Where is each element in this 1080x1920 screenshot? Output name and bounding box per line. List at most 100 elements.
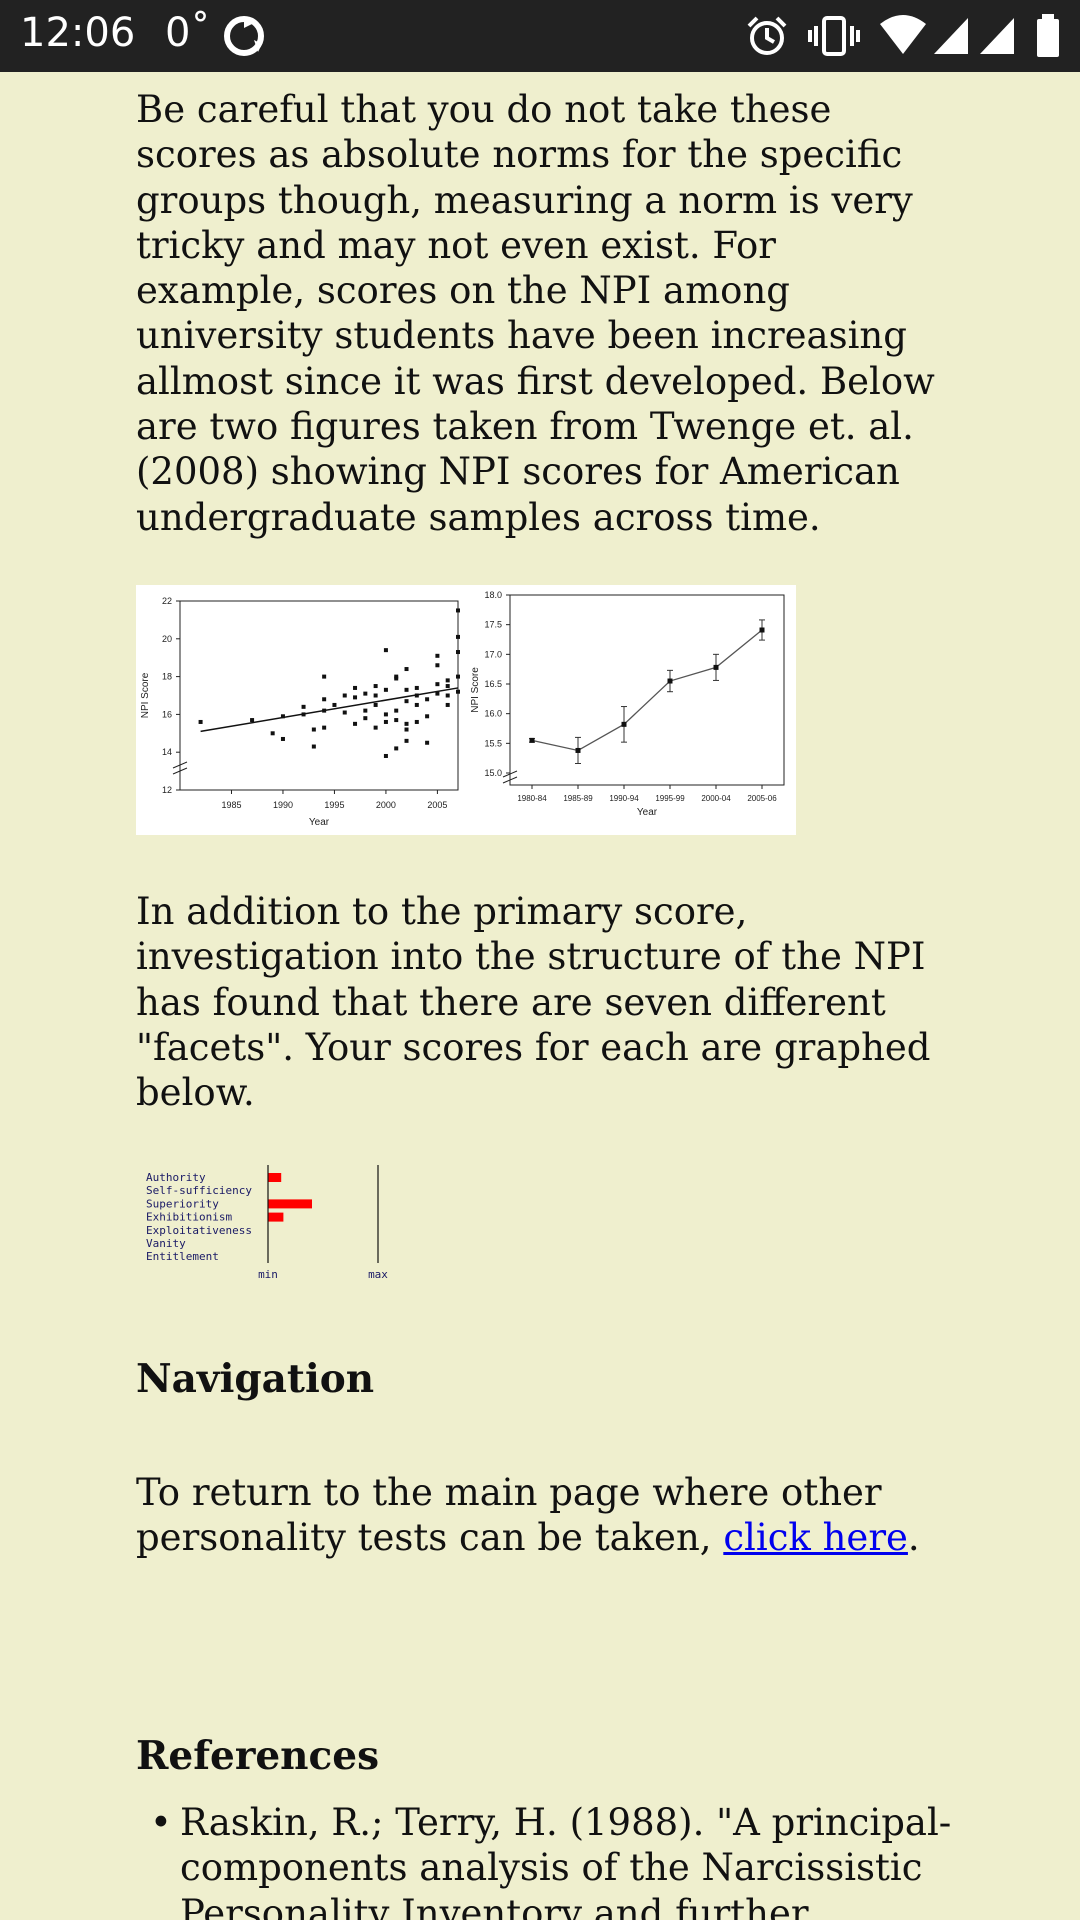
data-point: [383, 719, 388, 724]
data-point: [373, 693, 378, 698]
data-point: [456, 608, 460, 613]
data-point: [332, 702, 337, 707]
data-point: [394, 718, 399, 723]
status-bar: 12:06 0˚: [0, 0, 1080, 72]
alarm-icon: [747, 16, 787, 55]
data-point: [383, 648, 388, 653]
data-point: [301, 704, 306, 709]
data-point: [373, 725, 378, 730]
intro-paragraph: Be careful that you do not take these sc…: [136, 88, 935, 539]
facets-paragraph: In addition to the primary score, invest…: [136, 890, 931, 1115]
data-point: [363, 708, 368, 713]
data-point: [529, 737, 535, 743]
navigation-text-end: .: [907, 1516, 920, 1560]
y-tick-label: 16: [162, 709, 172, 719]
facet-label: Exploitativeness: [146, 1224, 252, 1237]
data-point: [456, 650, 460, 655]
data-point: [414, 719, 419, 724]
plot-frame: [509, 594, 785, 786]
status-temperature: 0˚: [165, 10, 211, 56]
signal-icon: [980, 18, 1014, 54]
x-tick-label: 1990-94: [609, 794, 639, 803]
data-point: [383, 687, 388, 692]
main-page-link[interactable]: click here: [723, 1516, 908, 1560]
data-point: [394, 746, 399, 751]
max-label: max: [368, 1268, 388, 1281]
data-point: [414, 685, 419, 690]
y-tick-label: 18: [162, 672, 172, 682]
data-point: [445, 693, 450, 698]
data-point: [404, 727, 409, 732]
x-tick-label: 1985: [221, 800, 241, 810]
data-point: [280, 714, 285, 719]
axis-break: [502, 770, 518, 784]
navigation-heading: Navigation: [136, 1356, 375, 1402]
min-label: min: [258, 1268, 278, 1281]
data-point: [456, 689, 460, 694]
data-point: [394, 674, 399, 679]
facet-bar: [268, 1173, 282, 1182]
y-tick-label: 16.5: [484, 679, 502, 689]
data-point: [373, 702, 378, 707]
data-point: [404, 687, 409, 692]
data-point: [425, 740, 430, 745]
data-point: [342, 710, 347, 715]
data-point: [270, 731, 275, 736]
line-chart: 15.0 15.5 16.0 16.5 17.0 17.5 18.0 1980-84 1985-…: [470, 590, 785, 818]
data-point: [425, 714, 430, 719]
data-point: [383, 753, 388, 758]
facet-label: Superiority: [146, 1197, 219, 1210]
x-tick-label: 1985-89: [563, 794, 593, 803]
facet-label: Self-sufficiency: [146, 1184, 252, 1197]
battery-icon: [1037, 14, 1059, 57]
data-point: [280, 736, 285, 741]
x-tick-label: 1995: [324, 800, 344, 810]
facet-bar: [268, 1212, 284, 1222]
data-point: [342, 693, 347, 698]
series-line: [531, 629, 763, 752]
data-point: [435, 691, 440, 696]
data-point: [456, 674, 460, 679]
y-tick-label: 15.5: [484, 738, 502, 748]
data-point: [353, 685, 358, 690]
x-tick-label: 2000-04: [701, 794, 731, 803]
data-point: [575, 747, 581, 753]
wifi-icon: [880, 15, 926, 54]
x-tick-label: 2000: [376, 800, 396, 810]
y-tick-label: 14: [162, 747, 172, 757]
x-tick-label: 2005-06: [747, 794, 777, 803]
data-point: [322, 725, 327, 730]
data-point: [713, 664, 719, 670]
x-axis-label: Year: [637, 807, 658, 818]
data-point: [250, 718, 255, 723]
data-point: [445, 702, 450, 707]
y-axis-label: NPI Score: [140, 672, 151, 718]
data-point: [456, 634, 460, 639]
navigation-paragraph: To return to the main page where other p…: [136, 1470, 956, 1561]
data-point: [198, 719, 203, 724]
data-point: [445, 678, 450, 683]
data-point: [394, 708, 399, 713]
facet-label: Authority: [146, 1171, 206, 1184]
y-tick-label: 22: [162, 596, 172, 606]
data-point: [383, 712, 388, 717]
y-tick-label: 18.0: [484, 590, 502, 600]
twenge-figures: 12 14 16 18 20 22 1985 1990 1995 2000 2005 Year NPI …: [136, 585, 796, 835]
data-point: [404, 738, 409, 743]
data-point: [322, 674, 327, 679]
data-point: [311, 727, 316, 732]
reference-item: Raskin, R.; Terry, H. (1988). "A princip…: [136, 1800, 956, 1920]
scatter-chart: 12 14 16 18 20 22 1985 1990 1995 2000 2005 Year NPI …: [140, 596, 460, 828]
data-point: [404, 667, 409, 672]
data-point: [425, 697, 430, 702]
axis-break: [172, 761, 188, 775]
facet-bar: [268, 1199, 312, 1209]
data-point: [353, 721, 358, 726]
facets-bar-chart: AuthoritySelf-sufficiencySuperiorityExhi…: [146, 1165, 388, 1281]
x-tick-label: 1990: [273, 800, 293, 810]
y-tick-label: 17.0: [484, 649, 502, 659]
x-tick-label: 1980-84: [517, 794, 547, 803]
data-point: [363, 691, 368, 696]
data-point: [435, 682, 440, 687]
status-time: 12:06: [20, 10, 136, 56]
